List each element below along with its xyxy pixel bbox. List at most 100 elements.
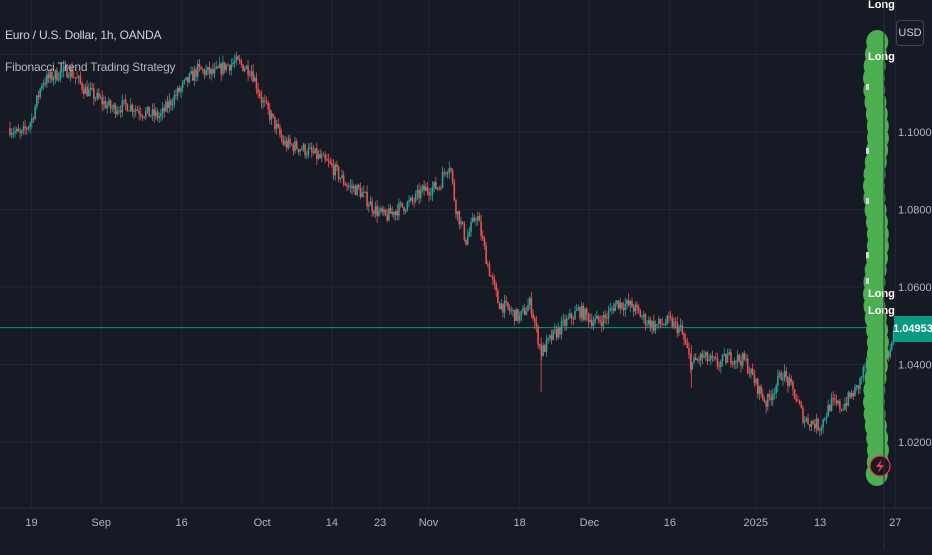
candle bbox=[485, 242, 487, 265]
x-tick-label: Sep bbox=[91, 517, 111, 529]
signal-arrow bbox=[866, 198, 869, 204]
candle bbox=[371, 197, 373, 217]
candle bbox=[445, 171, 447, 177]
candle bbox=[805, 416, 808, 423]
candle bbox=[594, 314, 596, 326]
candle bbox=[550, 329, 553, 345]
candle bbox=[51, 67, 53, 83]
candle bbox=[143, 116, 145, 119]
candle bbox=[324, 151, 326, 164]
x-tick-label: 18 bbox=[514, 517, 526, 529]
candle bbox=[188, 72, 191, 84]
candle bbox=[10, 128, 13, 139]
candle bbox=[337, 165, 340, 183]
currency-button[interactable]: USD bbox=[896, 20, 924, 46]
candle bbox=[433, 181, 435, 193]
candle bbox=[777, 369, 779, 392]
candle bbox=[701, 350, 704, 364]
candle bbox=[431, 181, 434, 202]
candle bbox=[133, 108, 135, 119]
candle bbox=[832, 391, 834, 406]
x-tick-label: 2025 bbox=[743, 517, 767, 529]
candle bbox=[416, 184, 419, 200]
candle bbox=[284, 135, 286, 147]
candle bbox=[46, 70, 48, 89]
candle bbox=[29, 121, 31, 134]
candle bbox=[124, 94, 127, 111]
candle bbox=[636, 301, 638, 315]
candle bbox=[215, 60, 218, 70]
candle bbox=[703, 349, 705, 359]
candle bbox=[718, 361, 720, 372]
candle bbox=[580, 301, 583, 323]
candle bbox=[312, 144, 315, 156]
candle bbox=[688, 342, 690, 359]
x-tick-label: 14 bbox=[326, 517, 338, 529]
candle bbox=[565, 315, 568, 331]
candle bbox=[314, 147, 316, 154]
candle bbox=[545, 334, 548, 357]
candle bbox=[621, 302, 623, 311]
candle bbox=[121, 94, 124, 118]
candle bbox=[270, 110, 273, 126]
candle bbox=[755, 377, 757, 386]
candle bbox=[153, 102, 155, 123]
candle bbox=[240, 58, 243, 68]
candle bbox=[711, 350, 714, 362]
candle bbox=[641, 314, 643, 320]
lightning-icon[interactable] bbox=[869, 455, 891, 477]
candle bbox=[595, 310, 598, 319]
candle bbox=[36, 95, 38, 110]
candle bbox=[304, 143, 306, 159]
candle bbox=[627, 293, 630, 308]
candle bbox=[104, 96, 107, 110]
y-tick-label: 1.10000 bbox=[898, 127, 932, 139]
candle bbox=[428, 187, 430, 202]
candle bbox=[844, 397, 846, 411]
candle bbox=[384, 208, 387, 217]
candle bbox=[716, 352, 719, 370]
candle bbox=[835, 394, 838, 407]
candle bbox=[493, 274, 496, 290]
candle bbox=[507, 301, 509, 311]
candle bbox=[41, 83, 43, 92]
candle bbox=[634, 302, 637, 316]
candle bbox=[820, 424, 823, 436]
symbol-title[interactable]: Euro / U.S. Dollar, 1h, OANDA bbox=[5, 28, 162, 42]
candle bbox=[564, 314, 566, 332]
candle bbox=[71, 62, 73, 79]
candle bbox=[64, 60, 67, 69]
candle bbox=[738, 353, 741, 364]
candle bbox=[12, 127, 15, 139]
candle bbox=[653, 314, 655, 334]
candle bbox=[362, 185, 365, 198]
strategy-name[interactable]: Fibonacci Trend Trading Strategy bbox=[5, 60, 176, 74]
candle bbox=[451, 168, 454, 185]
candle bbox=[693, 353, 695, 364]
candle bbox=[351, 179, 353, 196]
candle bbox=[552, 329, 555, 341]
candle bbox=[357, 183, 360, 190]
candle bbox=[612, 303, 615, 314]
candle bbox=[401, 202, 404, 208]
candle bbox=[854, 383, 856, 397]
candle bbox=[279, 123, 281, 138]
candle bbox=[440, 185, 442, 191]
candle bbox=[708, 354, 710, 362]
candle bbox=[782, 372, 784, 386]
candle bbox=[746, 354, 749, 375]
candle bbox=[642, 310, 645, 324]
candle bbox=[282, 135, 285, 147]
candle bbox=[89, 82, 92, 97]
candle bbox=[450, 167, 452, 174]
candle bbox=[79, 71, 82, 85]
candle bbox=[443, 168, 446, 177]
candle bbox=[661, 317, 663, 328]
candle bbox=[280, 129, 283, 143]
candle bbox=[829, 403, 831, 413]
candle bbox=[72, 70, 75, 79]
y-tick-label: 1.06000 bbox=[898, 282, 932, 294]
candle bbox=[715, 352, 717, 361]
candle bbox=[678, 324, 680, 337]
